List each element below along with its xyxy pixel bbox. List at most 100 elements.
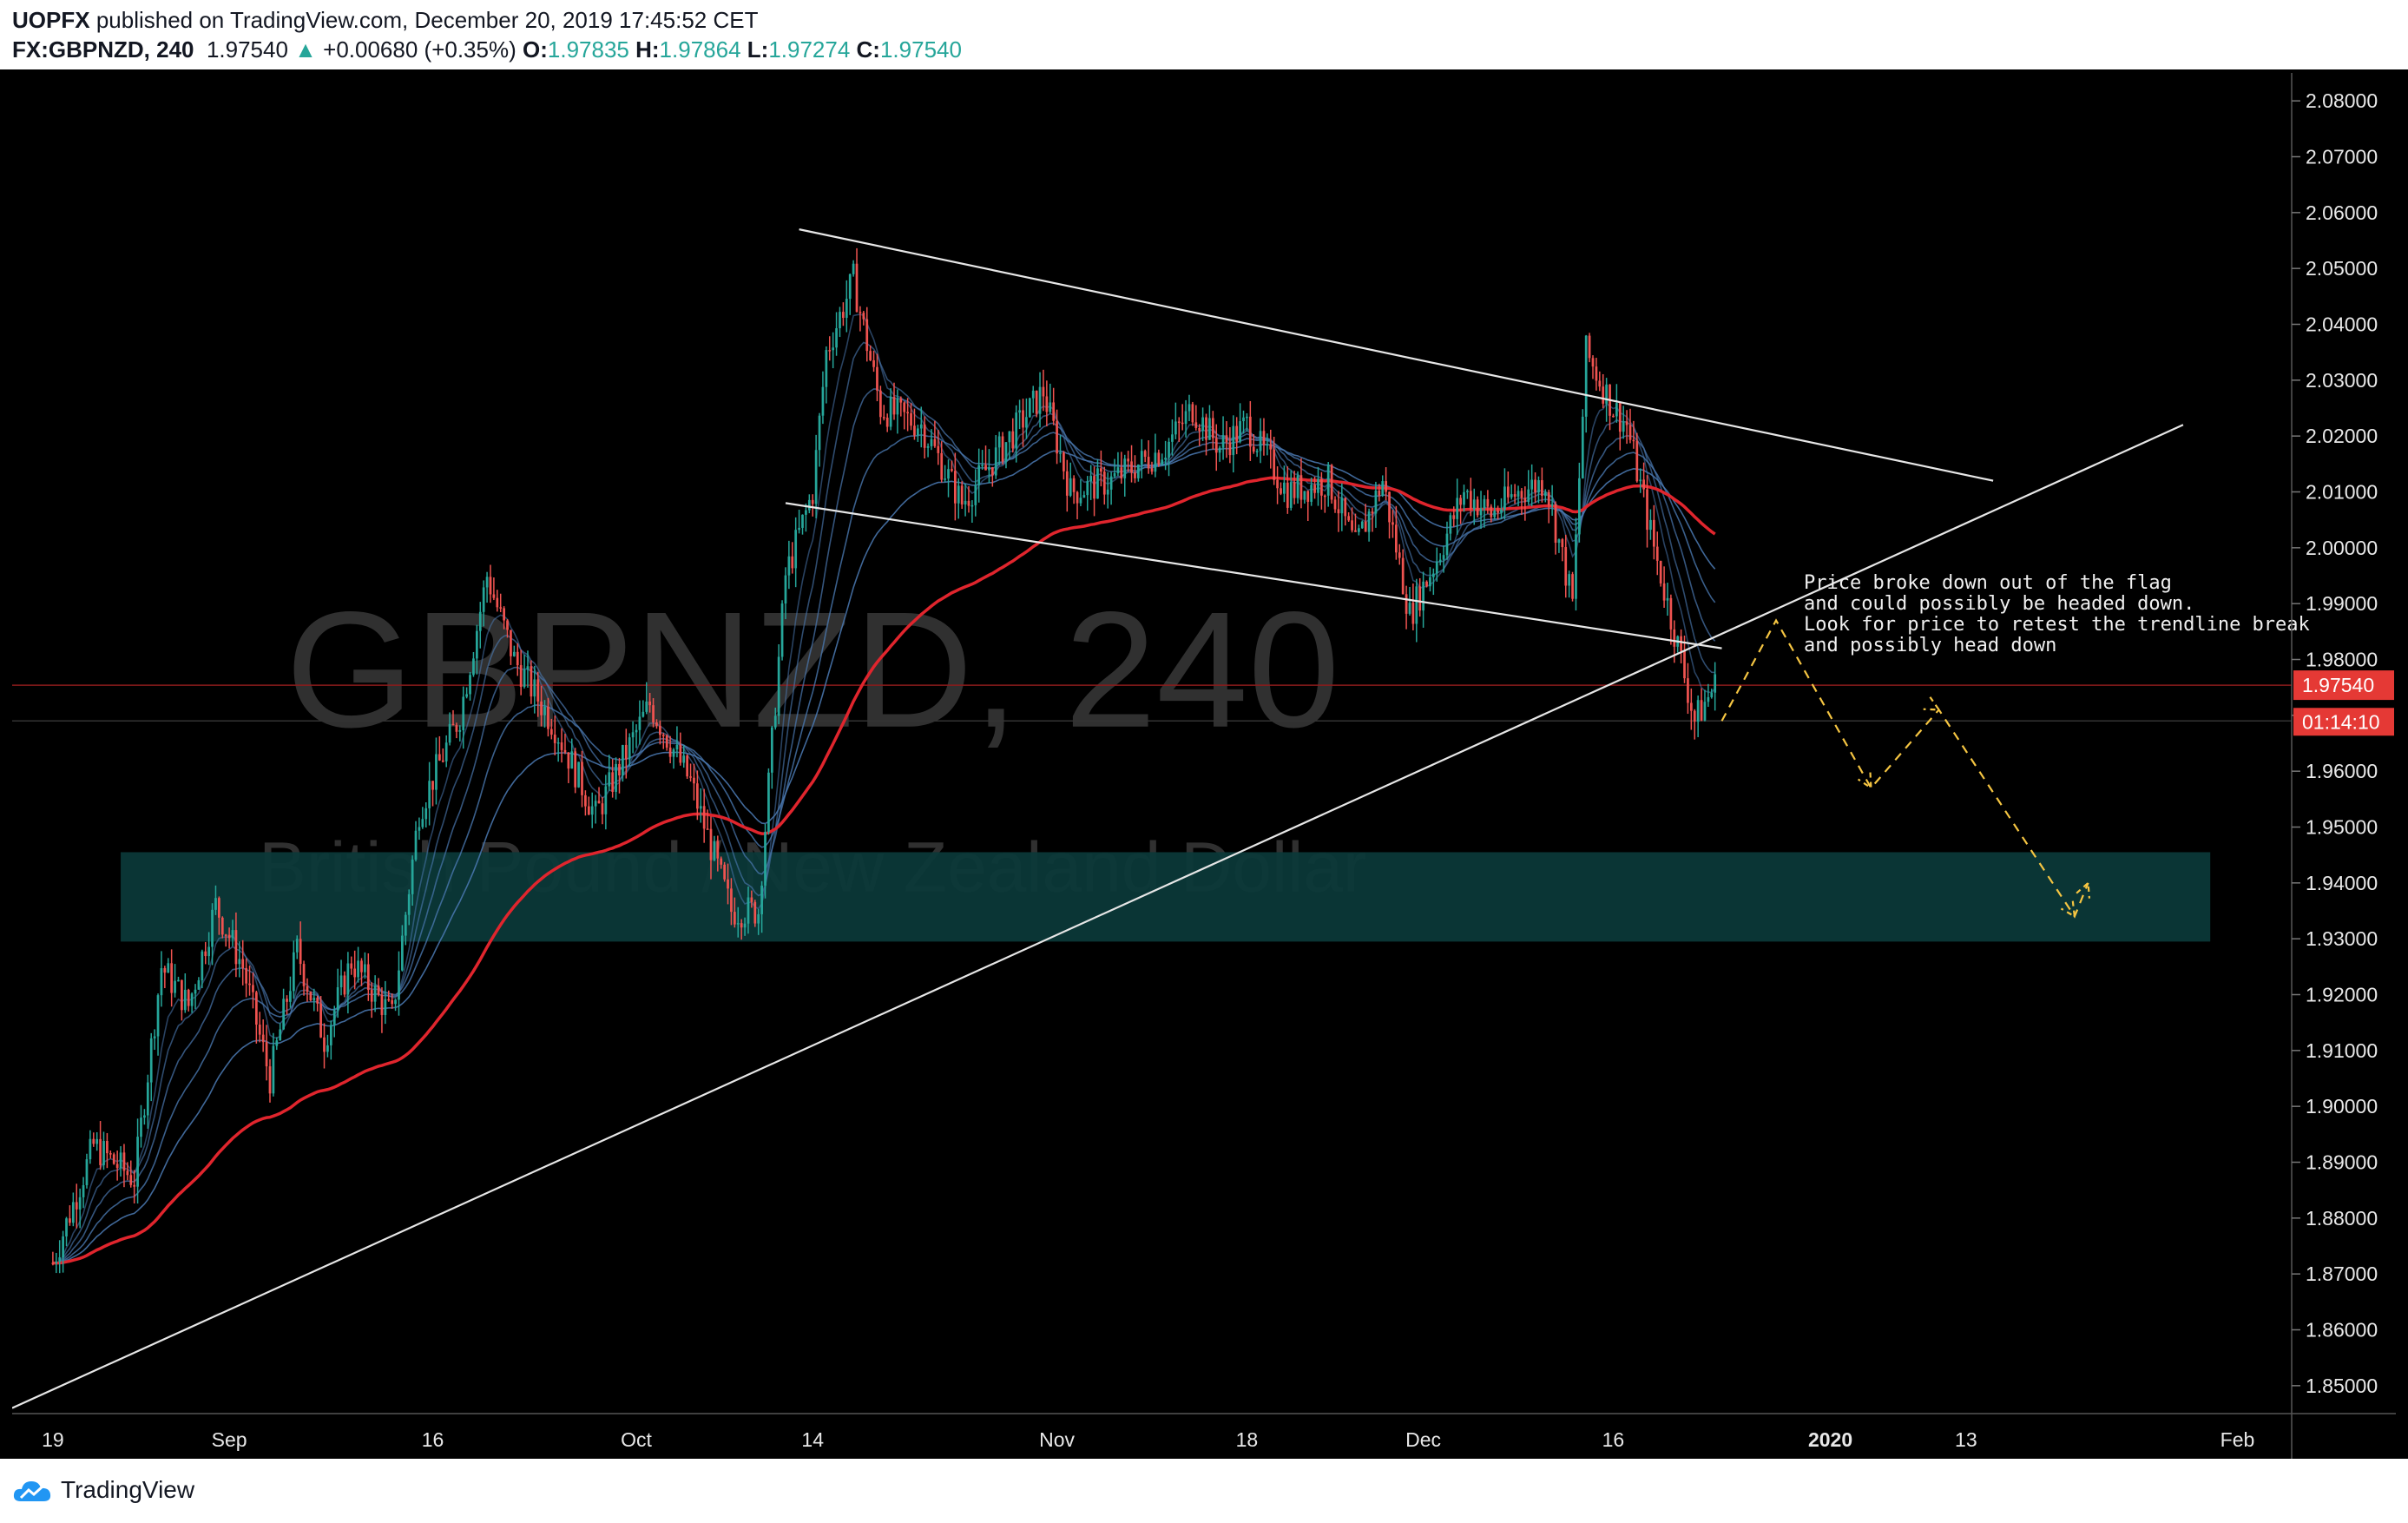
candle-body (1045, 396, 1049, 412)
candle-body (1228, 442, 1232, 456)
candle-body (414, 830, 418, 860)
candle-body (1303, 491, 1306, 500)
candle-body (1431, 573, 1435, 577)
candle-body (1483, 498, 1486, 509)
candle-body (720, 858, 723, 865)
candle-body (58, 1257, 62, 1262)
candle-body (1714, 674, 1717, 693)
candle-body (631, 732, 635, 738)
candle-body (695, 783, 699, 809)
candle-body (1622, 421, 1625, 432)
candle-body (1687, 678, 1689, 703)
candle-body (916, 428, 919, 436)
candle-body (784, 575, 787, 604)
candle-body (1177, 421, 1181, 423)
candle-body (1635, 440, 1639, 482)
high-label: H: (635, 36, 660, 63)
candle-body (832, 347, 835, 351)
candle-body (787, 556, 791, 576)
ema-fast-line (52, 432, 1716, 1264)
candle-body (1564, 547, 1568, 586)
candle-body (1289, 482, 1293, 508)
price-label: 1.97540 (2302, 674, 2374, 696)
candle-body (1669, 597, 1673, 630)
candle-body (407, 893, 411, 915)
publisher-name[interactable]: UOPFX (12, 7, 90, 33)
price-chart[interactable]: GBPNZD, 240British Pound / New Zealand D… (12, 73, 2396, 1459)
x-tick-label: 18 (1236, 1428, 1259, 1451)
candle-body (1259, 431, 1262, 452)
candle-body (252, 985, 254, 992)
candle-body (55, 1261, 58, 1263)
candle-body (814, 450, 818, 504)
candle-body (560, 742, 563, 750)
last-price: 1.97540 (206, 36, 288, 63)
candle-body (1076, 491, 1079, 504)
candle-body (743, 923, 747, 928)
candle-body (126, 1170, 129, 1176)
annotation-line: and could possibly be headed down. (1804, 593, 2194, 615)
candle-body (706, 828, 709, 830)
price-change: +0.00680 (+0.35%) (323, 36, 516, 63)
candle-body (69, 1218, 71, 1223)
candle-body (1011, 431, 1015, 449)
candle-body (1506, 486, 1510, 498)
y-tick-label: 1.89000 (2306, 1151, 2378, 1174)
candle-body (1218, 447, 1221, 453)
candle-body (1568, 574, 1571, 586)
candle-body (1628, 425, 1632, 440)
candle-body (1392, 522, 1394, 525)
candle-body (478, 611, 482, 631)
candle-body (332, 1010, 336, 1025)
candle-body (1523, 498, 1527, 503)
candle-body (503, 608, 505, 621)
candle-body (245, 967, 248, 984)
candle-body (119, 1152, 122, 1169)
candle-body (1082, 495, 1086, 498)
candle-body (231, 930, 234, 939)
candle-body (1358, 528, 1360, 532)
candle-body (75, 1202, 78, 1210)
x-tick-label: Dec (1405, 1428, 1441, 1451)
candle-body (1388, 491, 1391, 523)
candle-body (136, 1137, 139, 1187)
candle-body (1252, 446, 1255, 452)
candle-body (1255, 451, 1259, 452)
candle-body (1120, 467, 1123, 478)
candle-body (1710, 692, 1714, 697)
candle-body (567, 752, 570, 769)
candle-body (672, 749, 675, 757)
candle-body (1520, 491, 1523, 498)
candle-body (964, 500, 967, 504)
candle-body (1049, 402, 1052, 412)
candle-body (218, 898, 220, 918)
candle-body (455, 725, 458, 732)
candle-body (940, 452, 944, 480)
candle-body (431, 781, 434, 790)
candle-body (207, 946, 211, 957)
close-label: C: (856, 36, 880, 63)
candle-body (85, 1159, 89, 1185)
candle-body (530, 666, 533, 697)
candle-body (353, 968, 357, 978)
candle-body (1425, 581, 1428, 587)
y-tick-label: 2.06000 (2306, 201, 2378, 224)
forecast-arrowhead (1923, 696, 1941, 711)
candle-body (1707, 696, 1710, 702)
candle-body (974, 485, 977, 505)
candle-body (1575, 534, 1577, 599)
candle-body (435, 754, 438, 790)
x-tick-label: Feb (2220, 1428, 2255, 1451)
tradingview-logo[interactable]: TradingView (12, 1476, 194, 1504)
y-tick-label: 2.07000 (2306, 146, 2378, 168)
x-tick-label: Oct (621, 1428, 652, 1451)
candle-body (675, 744, 679, 750)
candle-body (553, 735, 556, 743)
trendline-flag-upper (799, 228, 1994, 482)
candle-body (268, 1066, 272, 1094)
candle-body (1683, 650, 1686, 679)
symbol-label[interactable]: FX:GBPNZD, 240 (12, 36, 194, 63)
candle-body (913, 425, 916, 436)
candle-body (1306, 491, 1310, 502)
candle-body (1344, 498, 1347, 517)
